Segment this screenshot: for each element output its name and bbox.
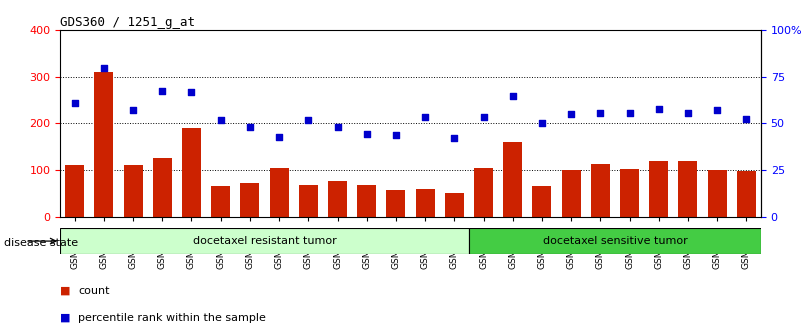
Bar bbox=[60, 228, 469, 254]
Point bbox=[98, 65, 111, 70]
Bar bbox=[503, 142, 522, 217]
Bar bbox=[650, 161, 668, 217]
Bar bbox=[591, 164, 610, 217]
Point bbox=[536, 120, 549, 125]
Point bbox=[389, 132, 402, 138]
Bar bbox=[620, 169, 639, 217]
Point bbox=[652, 107, 665, 112]
Point bbox=[682, 111, 694, 116]
Point bbox=[156, 88, 169, 93]
Point bbox=[68, 100, 81, 105]
Text: ■: ■ bbox=[60, 312, 70, 323]
Point bbox=[419, 115, 432, 120]
Text: docetaxel resistant tumor: docetaxel resistant tumor bbox=[192, 236, 336, 246]
Bar bbox=[65, 165, 84, 217]
Text: percentile rank within the sample: percentile rank within the sample bbox=[78, 312, 267, 323]
Point bbox=[623, 111, 636, 116]
Bar bbox=[707, 170, 727, 217]
Point bbox=[272, 135, 285, 140]
Bar bbox=[474, 168, 493, 217]
Point bbox=[506, 94, 519, 99]
Text: ■: ■ bbox=[60, 286, 70, 296]
Point bbox=[331, 124, 344, 129]
Point bbox=[244, 124, 256, 129]
Bar bbox=[533, 186, 551, 217]
Bar bbox=[562, 170, 581, 217]
Bar bbox=[211, 186, 230, 217]
Point bbox=[360, 131, 373, 136]
Bar bbox=[123, 165, 143, 217]
Point bbox=[215, 118, 227, 123]
Point bbox=[302, 118, 315, 123]
Bar bbox=[153, 159, 171, 217]
Text: docetaxel sensitive tumor: docetaxel sensitive tumor bbox=[542, 236, 687, 246]
Point bbox=[740, 116, 753, 122]
Point bbox=[185, 89, 198, 94]
Point bbox=[448, 136, 461, 141]
Text: disease state: disease state bbox=[4, 238, 78, 248]
Point bbox=[594, 111, 606, 116]
Bar bbox=[737, 171, 756, 217]
Bar bbox=[240, 183, 260, 217]
Bar bbox=[386, 190, 405, 217]
Point bbox=[127, 108, 139, 113]
Point bbox=[565, 112, 578, 117]
Bar bbox=[469, 228, 761, 254]
Bar bbox=[328, 181, 347, 217]
Text: GDS360 / 1251_g_at: GDS360 / 1251_g_at bbox=[60, 16, 195, 29]
Text: count: count bbox=[78, 286, 110, 296]
Point bbox=[710, 108, 723, 113]
Bar bbox=[445, 194, 464, 217]
Bar bbox=[678, 161, 698, 217]
Bar bbox=[299, 185, 318, 217]
Bar bbox=[357, 185, 376, 217]
Bar bbox=[416, 189, 435, 217]
Bar bbox=[270, 168, 288, 217]
Point bbox=[477, 115, 490, 120]
Bar bbox=[95, 72, 114, 217]
Bar bbox=[182, 128, 201, 217]
